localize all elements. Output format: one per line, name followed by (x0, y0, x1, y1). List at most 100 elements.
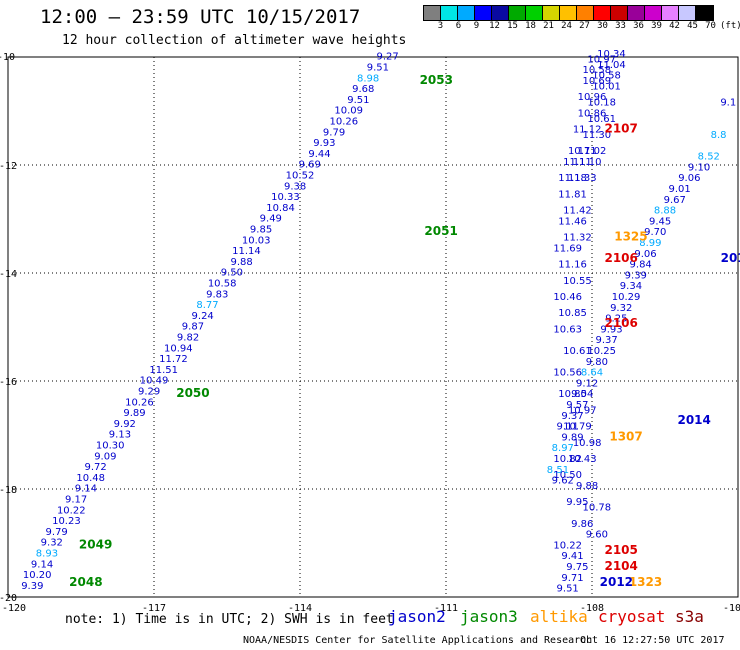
color-swatch (543, 6, 560, 20)
swh-value: 9.17 (65, 495, 87, 506)
pass-label: 1307 (609, 429, 642, 443)
swh-value: 8.88 (654, 206, 676, 217)
swh-value: 10.78 (583, 503, 612, 514)
swh-value: 9.93 (313, 138, 335, 149)
swh-value: 9.44 (308, 149, 330, 160)
note-text: note: 1) Time is in UTC; 2) SWH is in fe… (65, 612, 394, 627)
swh-value: 10.43 (568, 454, 597, 465)
swh-value: 11.30 (583, 130, 612, 141)
x-tick-label: -114 (288, 603, 312, 614)
color-swatch (594, 6, 611, 20)
swh-value: 10.23 (52, 516, 81, 527)
swh-value: 11.04 (597, 60, 626, 71)
swh-value: 9.57 (566, 400, 588, 411)
swh-value: 11.14 (232, 246, 261, 257)
swh-value: 9.95 (566, 497, 588, 508)
color-swatch (441, 6, 458, 20)
pass-label: 2049 (79, 537, 112, 551)
swh-value: 10.22 (57, 505, 86, 516)
pass-label: 2104 (604, 559, 637, 573)
swh-value: 9.51 (367, 63, 389, 74)
pass-label: 2014 (677, 413, 710, 427)
color-scale-label: (ft) (720, 21, 740, 31)
swh-value: 11.11 (563, 157, 592, 168)
legend-altika: altika (530, 607, 588, 626)
swh-value: 10.61 (563, 346, 592, 357)
swh-value: 9.75 (566, 562, 588, 573)
swh-value: 9.06 (634, 249, 656, 260)
swh-value: 9.82 (177, 333, 199, 344)
swh-value: 9.01 (668, 184, 690, 195)
color-scale-label: 33 (615, 21, 626, 31)
swh-value: 9.80 (586, 357, 608, 368)
y-tick-label: -18 (0, 485, 17, 496)
swh-value: 10.58 (208, 279, 237, 290)
swh-value: 10.71 (568, 146, 597, 157)
pass-label: 2050 (176, 386, 209, 400)
swh-value: 10.98 (573, 438, 602, 449)
swh-value: 10.29 (612, 292, 641, 303)
swh-value: 9.12 (576, 378, 598, 389)
color-swatch (628, 6, 645, 20)
color-scale-label: 24 (561, 21, 572, 31)
swh-value: 8.8 (711, 130, 727, 141)
swh-value: 9.27 (376, 52, 398, 63)
swh-value: 10.69 (583, 76, 612, 87)
swh-value: 9.41 (561, 551, 583, 562)
swh-value: 10.26 (125, 397, 154, 408)
pass-label: 2105 (604, 543, 637, 557)
color-scale-label: 70 (705, 21, 716, 31)
color-scale-label: 6 (455, 21, 462, 31)
legend-s3a: s3a (675, 607, 704, 626)
color-scale-labels: 3 6 9 12 15 18 21 24 27 30 33 36 39 42 45 70 (ft) (423, 21, 740, 33)
swh-value: 9.88 (576, 481, 598, 492)
pass-label: 201 (721, 251, 740, 265)
color-swatch (509, 6, 526, 20)
y-tick-label: -12 (0, 161, 17, 172)
swh-value: 11.69 (553, 243, 582, 254)
swh-value: 9.79 (323, 127, 345, 138)
swh-value: 11.33 (568, 173, 597, 184)
pass-label: 2012 (600, 575, 633, 589)
x-tick-label: -117 (142, 603, 166, 614)
pass-label: 2107 (604, 122, 637, 136)
color-swatch (577, 6, 594, 20)
swh-value: 9.14 (31, 559, 53, 570)
color-scale-label: 42 (669, 21, 680, 31)
swh-value: 10.46 (553, 292, 582, 303)
pass-label: 2051 (424, 224, 457, 238)
color-swatch (696, 6, 713, 20)
swh-value: 9.11 (557, 422, 579, 433)
swh-value: 9.38 (284, 181, 306, 192)
swh-value: 8.64 (581, 368, 603, 379)
color-scale-label: 27 (579, 21, 590, 31)
swh-value: 8.52 (698, 152, 720, 163)
swh-value: 10.85 (558, 308, 587, 319)
swh-value: 10.55 (563, 276, 592, 287)
swh-value: 10.97 (587, 54, 616, 65)
swh-value: 9.51 (557, 584, 579, 595)
color-scale-label: 30 (597, 21, 608, 31)
pass-label: 1323 (629, 575, 662, 589)
swh-value: 10.84 (266, 203, 295, 214)
swh-value: 8.51 (547, 465, 569, 476)
swh-value: 9.34 (620, 281, 642, 292)
color-scale-label: 3 (437, 21, 444, 31)
swh-value: 11.10 (573, 157, 602, 168)
pass-label: 2053 (420, 73, 453, 87)
swh-value: 9.62 (552, 476, 574, 487)
y-edge-label-top: -10 (0, 52, 15, 63)
swh-value: 10.58 (592, 71, 621, 82)
swh-value: 10.96 (578, 92, 607, 103)
swh-value: 10.22 (553, 540, 582, 551)
plot-frame (7, 56, 739, 598)
pass-label: 1325 (614, 230, 647, 244)
swh-value: 10.56 (553, 368, 582, 379)
swh-value: 9.39 (625, 270, 647, 281)
swh-value: 9.83 (206, 289, 228, 300)
color-scale-label: 45 (687, 21, 698, 31)
swh-value: 9.70 (644, 227, 666, 238)
color-swatch (424, 6, 441, 20)
swh-value: 9.39 (21, 581, 43, 592)
